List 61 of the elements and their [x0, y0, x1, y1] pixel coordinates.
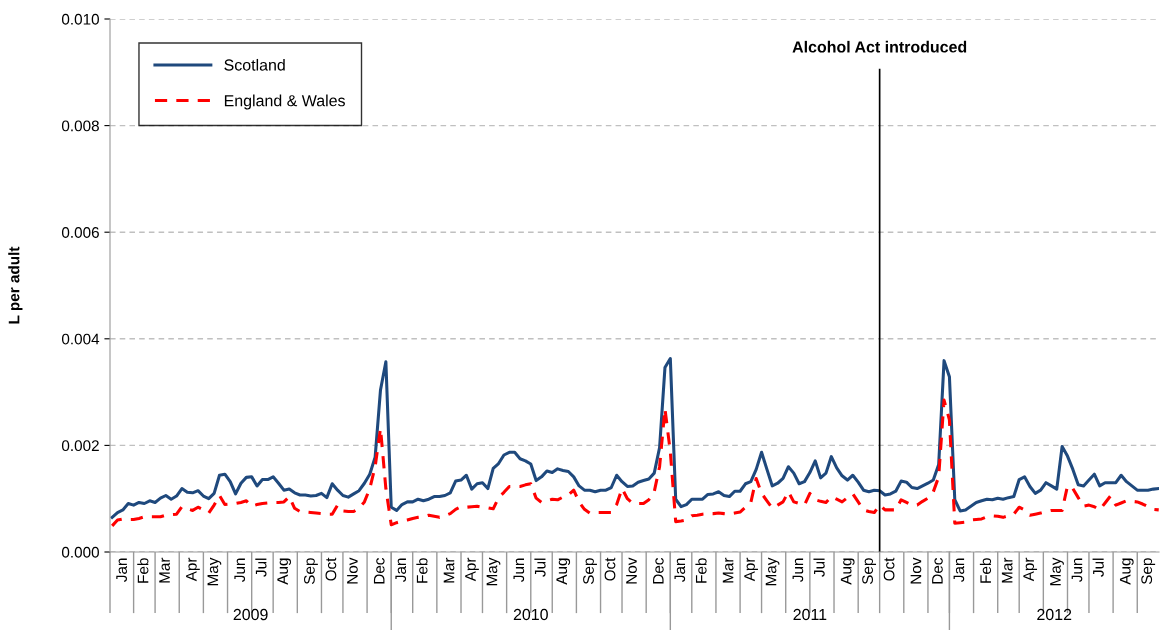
x-tick-label: Dec: [653, 557, 664, 584]
x-tick-label: Apr: [465, 557, 479, 582]
x-tick-label: Oct: [883, 557, 895, 581]
x-tick-label: Jul: [813, 558, 825, 577]
x-tick-label: Nov: [347, 557, 358, 584]
x-tick-label: Dec: [932, 557, 943, 584]
text: 2012: [1037, 608, 1072, 621]
x-tick-label: Sep: [304, 558, 318, 585]
x-tick-label: Aug: [277, 558, 292, 585]
x-tick-label: Jun: [234, 558, 246, 582]
text: 2011: [793, 608, 827, 621]
x-tick-label: Nov: [910, 557, 922, 584]
x-tick-label: Jul: [255, 558, 267, 577]
x-tick-label: Aug: [556, 558, 571, 585]
x-tick-label: Apr: [744, 557, 758, 582]
x-tick-label: Jun: [792, 558, 804, 582]
x-tick-label: Mar: [443, 557, 455, 583]
x-tick-label: Mar: [1001, 557, 1013, 583]
x-tick-label: Jun: [513, 558, 525, 582]
x-tick-label: Oct: [325, 557, 337, 581]
x-tick-label: May: [207, 557, 222, 586]
x-tick-label: Aug: [840, 558, 855, 585]
line-series: [110, 398, 1159, 528]
y-tick-label: 0.002: [61, 440, 99, 452]
x-tick-label: Feb: [416, 558, 428, 583]
x-tick-label: Jan: [395, 558, 407, 582]
x-tick-label: Oct: [604, 557, 616, 581]
x-tick-label: Jan: [953, 558, 965, 582]
line-series: [110, 356, 1159, 519]
x-tick-label: Sep: [583, 558, 597, 585]
annotation: Alcohol Act introduced: [792, 40, 967, 53]
x-tick-label: May: [1050, 557, 1064, 586]
x-tick-label: Jul: [1092, 558, 1104, 577]
x-tick-label: Apr: [1023, 557, 1038, 582]
x-tick-label: Feb: [695, 558, 707, 583]
y-tick-label: 0.008: [61, 120, 99, 132]
x-tick-label: Sep: [862, 558, 877, 585]
text: 2010: [513, 608, 548, 621]
x-tick-label: Jun: [1071, 558, 1083, 582]
x-tick-label: Sep: [1141, 558, 1156, 585]
y-axis-title: L per adult: [8, 246, 23, 324]
x-tick-label: Aug: [1119, 558, 1134, 585]
y-tick-label: 0.010: [61, 13, 99, 25]
x-tick-label: May: [765, 557, 780, 586]
text: 2009: [233, 608, 268, 621]
x-tick-label: Mar: [722, 557, 734, 583]
y-tick-label: 0.006: [61, 227, 99, 238]
y-tick-label: 0.004: [61, 333, 100, 345]
x-tick-label: Feb: [979, 558, 992, 583]
x-tick-label: Jan: [116, 558, 127, 582]
x-tick-label: Jan: [674, 558, 686, 582]
x-tick-label: Feb: [137, 558, 149, 583]
legend-label: England & Wales: [224, 94, 345, 110]
y-tick-label: 0.000: [61, 546, 99, 558]
x-tick-label: Apr: [186, 557, 200, 582]
x-tick-label: Jul: [534, 558, 546, 577]
legend-label: Scotland: [224, 58, 285, 71]
x-tick-label: Mar: [159, 557, 170, 583]
x-tick-label: Dec: [373, 557, 385, 584]
x-tick-label: Nov: [626, 557, 637, 584]
x-tick-label: May: [486, 557, 501, 586]
